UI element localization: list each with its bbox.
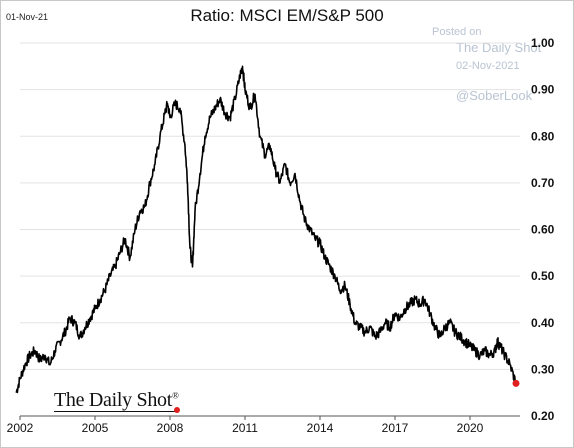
logo-dot xyxy=(174,407,180,413)
y-tick-label: 0.70 xyxy=(531,176,555,190)
y-tick-label: 0.20 xyxy=(531,409,555,423)
x-tick-label: 2002 xyxy=(7,421,34,435)
y-tick-label: 1.00 xyxy=(531,36,555,50)
x-tick-label: 2014 xyxy=(307,421,334,435)
logo-registered-mark: ® xyxy=(172,390,179,401)
watermark-source: The Daily Shot xyxy=(456,40,542,55)
chart-title: Ratio: MSCI EM/S&P 500 xyxy=(190,6,384,25)
x-tick-label: 2011 xyxy=(232,421,258,435)
series-line xyxy=(15,65,517,394)
y-tick-label: 0.60 xyxy=(531,223,555,237)
y-tick-label: 0.50 xyxy=(531,269,555,283)
y-tick-label: 0.80 xyxy=(531,129,555,143)
logo-underline xyxy=(54,411,176,412)
last-point-marker xyxy=(512,379,520,387)
x-tick-label: 2008 xyxy=(157,421,184,435)
date-stamp: 01-Nov-21 xyxy=(6,12,49,22)
watermark-handle: @SoberLook xyxy=(456,88,533,103)
x-tick-label: 2005 xyxy=(82,421,109,435)
watermark-post-date: 02-Nov-2021 xyxy=(456,60,520,72)
logo-text: The Daily Shot xyxy=(54,389,173,411)
y-tick-label: 0.30 xyxy=(531,362,555,376)
x-tick-label: 2020 xyxy=(457,421,484,435)
x-tick-label: 2017 xyxy=(382,421,409,435)
daily-shot-logo: The Daily Shot® xyxy=(54,389,179,412)
watermark-posted-on: Posted on xyxy=(432,26,482,38)
y-tick-label: 0.40 xyxy=(531,316,555,330)
y-tick-label: 0.90 xyxy=(531,83,555,97)
